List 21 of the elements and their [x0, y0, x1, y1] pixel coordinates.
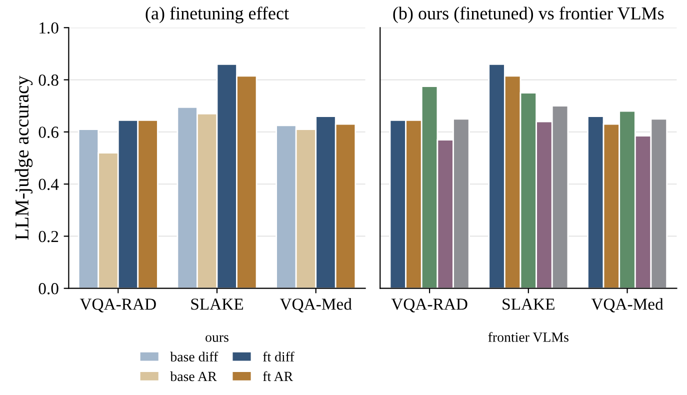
- legend-label: base AR: [170, 371, 217, 382]
- x-tick-label: VQA-RAD: [391, 298, 468, 312]
- y-tick-label: 0.8: [38, 74, 58, 86]
- x-tick-label: VQA-Med: [591, 298, 664, 312]
- legend-label: ft diff: [263, 352, 294, 362]
- y-tick-label: 0.0: [38, 283, 58, 294]
- legend-title: ours: [206, 335, 228, 342]
- y-tick-label: 0.6: [38, 126, 58, 138]
- x-tick-label: VQA-Med: [280, 298, 352, 312]
- y-tick-label: 1.0: [40, 22, 58, 34]
- y-tick-label: 0.2: [38, 230, 58, 242]
- legend-title: frontier VLMs: [488, 332, 568, 342]
- chart-title: (b) ours (finetuned) vs frontier VLMs: [393, 6, 664, 24]
- legend-label: base diff: [170, 352, 218, 362]
- x-tick-label: SLAKE: [502, 298, 554, 310]
- y-tick-label: 0.4: [38, 178, 59, 190]
- legend-label: ft AR: [263, 371, 294, 382]
- x-tick-label: SLAKE: [191, 298, 244, 310]
- x-tick-label: VQA-RAD: [80, 298, 156, 312]
- chart-title: (a) finetuning effect: [146, 6, 289, 24]
- y-axis-title: LLM-judge accuracy: [14, 76, 33, 240]
